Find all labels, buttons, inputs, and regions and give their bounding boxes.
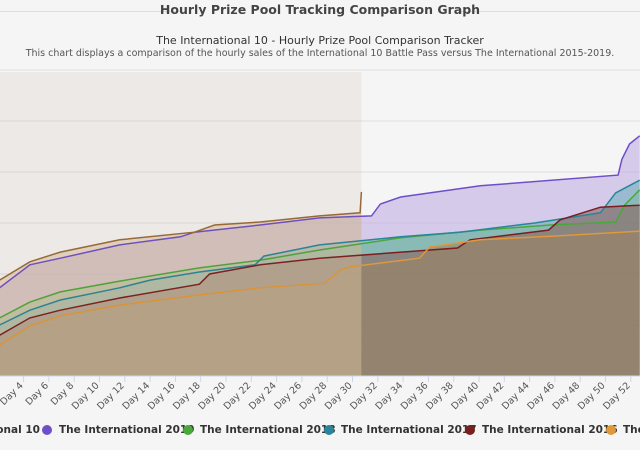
- series-line-the-international-2016: [0, 204, 640, 336]
- legend-item[interactable]: The International 10: [0, 424, 40, 436]
- x-tick-label: Day 52: [601, 380, 633, 412]
- series-line-the-international-10: [0, 191, 363, 281]
- legend-label: The International 10: [0, 424, 40, 436]
- legend-item[interactable]: The International 2019: [42, 424, 195, 436]
- section-header: Hourly Prize Pool Tracking Comparison Gr…: [0, 0, 640, 24]
- header-divider-right: [460, 11, 640, 12]
- legend-dot-icon: [42, 425, 52, 435]
- series-line-the-international-2019: [0, 135, 640, 289]
- series-line-the-international-2015: [0, 230, 640, 346]
- header-divider-left: [0, 11, 180, 12]
- chart-legend: The International 10 The International 20…: [0, 424, 640, 440]
- chart-title: The International 10 - Hourly Prize Pool…: [156, 34, 484, 47]
- legend-dot-icon: [183, 425, 193, 435]
- series-area-the-international-10: [0, 191, 362, 376]
- legend-label: The International 2015: [623, 424, 640, 436]
- legend-label: The International 2018: [200, 424, 336, 436]
- legend-item[interactable]: The International 2016: [465, 424, 618, 436]
- series-line-the-international-2018: [0, 189, 640, 319]
- legend-label: The International 2017: [341, 424, 477, 436]
- legend-dot-icon: [324, 425, 334, 435]
- current-day-band: [0, 72, 362, 376]
- series-line-the-international-2017: [0, 179, 640, 326]
- chart-subtitle: This chart displays a comparison of the …: [25, 48, 615, 59]
- section-title: Hourly Prize Pool Tracking Comparison Gr…: [159, 2, 481, 17]
- x-tick-label: Day 6: [24, 380, 51, 407]
- legend-item[interactable]: The International 2018: [183, 424, 336, 436]
- legend-label: The International 2019: [59, 424, 195, 436]
- x-tick-label: Day 4: [0, 380, 26, 407]
- legend-label: The International 2016: [482, 424, 618, 436]
- legend-dot-icon: [465, 425, 475, 435]
- legend-dot-icon: [606, 425, 616, 435]
- legend-item[interactable]: The International 2017: [324, 424, 477, 436]
- legend-item[interactable]: The International 2015: [606, 424, 640, 436]
